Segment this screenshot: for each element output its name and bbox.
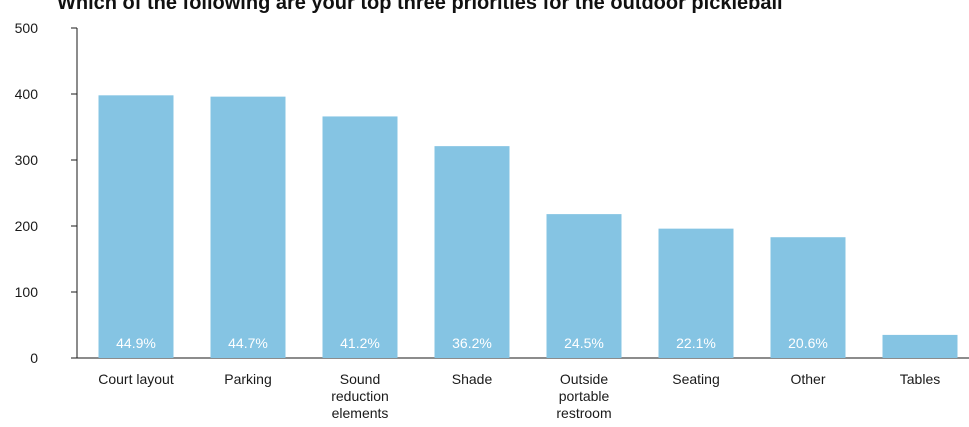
data-label: 44.7%	[228, 335, 268, 351]
x-tick-label-line: elements	[332, 405, 389, 421]
x-tick-label: Seating	[672, 371, 719, 387]
bar	[434, 146, 510, 358]
y-tick-label: 0	[30, 350, 38, 366]
bar	[770, 237, 846, 358]
y-tick-label: 400	[15, 86, 39, 102]
y-tick-label: 500	[15, 20, 39, 36]
x-tick-label: Shade	[452, 371, 493, 387]
x-tick-label-line: Sound	[340, 371, 380, 387]
data-label: 41.2%	[340, 335, 380, 351]
bar	[98, 95, 174, 358]
category-labels-group: Court layout Parking Sound reduction element…	[98, 371, 940, 421]
x-tick-label: Tables	[900, 371, 940, 387]
data-label: 20.6%	[788, 335, 828, 351]
x-tick-label-line: Court layout	[98, 371, 174, 387]
x-tick-label: Court layout	[98, 371, 174, 387]
x-tick-label-line: Parking	[224, 371, 271, 387]
data-label: 44.9%	[116, 335, 156, 351]
x-tick-label: Outside portable restroom	[556, 371, 611, 421]
chart-title: Which of the following are your top thre…	[57, 0, 783, 14]
x-tick-label: Parking	[224, 371, 271, 387]
x-tick-label-line: Seating	[672, 371, 719, 387]
y-tick-label: 100	[15, 284, 39, 300]
data-label: 24.5%	[564, 335, 604, 351]
y-tick-label: 300	[15, 152, 39, 168]
x-tick-label-line: Tables	[900, 371, 940, 387]
x-tick-label-line: Outside	[560, 371, 608, 387]
data-labels-group: 44.9% 44.7% 41.2% 36.2% 24.5% 22.1% 20.6%	[116, 335, 828, 351]
data-label: 36.2%	[452, 335, 492, 351]
bar	[322, 116, 398, 358]
x-tick-label-line: reduction	[331, 388, 389, 404]
y-tick-label: 200	[15, 218, 39, 234]
x-tick-label: Other	[790, 371, 825, 387]
x-tick-label: Sound reduction elements	[331, 371, 389, 421]
y-axis: 0 100 200 300 400 500	[15, 20, 78, 366]
bar	[658, 228, 734, 358]
bar	[210, 96, 286, 358]
data-label: 22.1%	[676, 335, 716, 351]
bars-group	[98, 95, 958, 358]
x-tick-label-line: Other	[790, 371, 825, 387]
x-tick-label-line: Shade	[452, 371, 493, 387]
bar	[882, 334, 958, 358]
bar	[546, 214, 622, 358]
x-tick-label-line: restroom	[556, 405, 611, 421]
x-tick-label-line: portable	[559, 388, 610, 404]
